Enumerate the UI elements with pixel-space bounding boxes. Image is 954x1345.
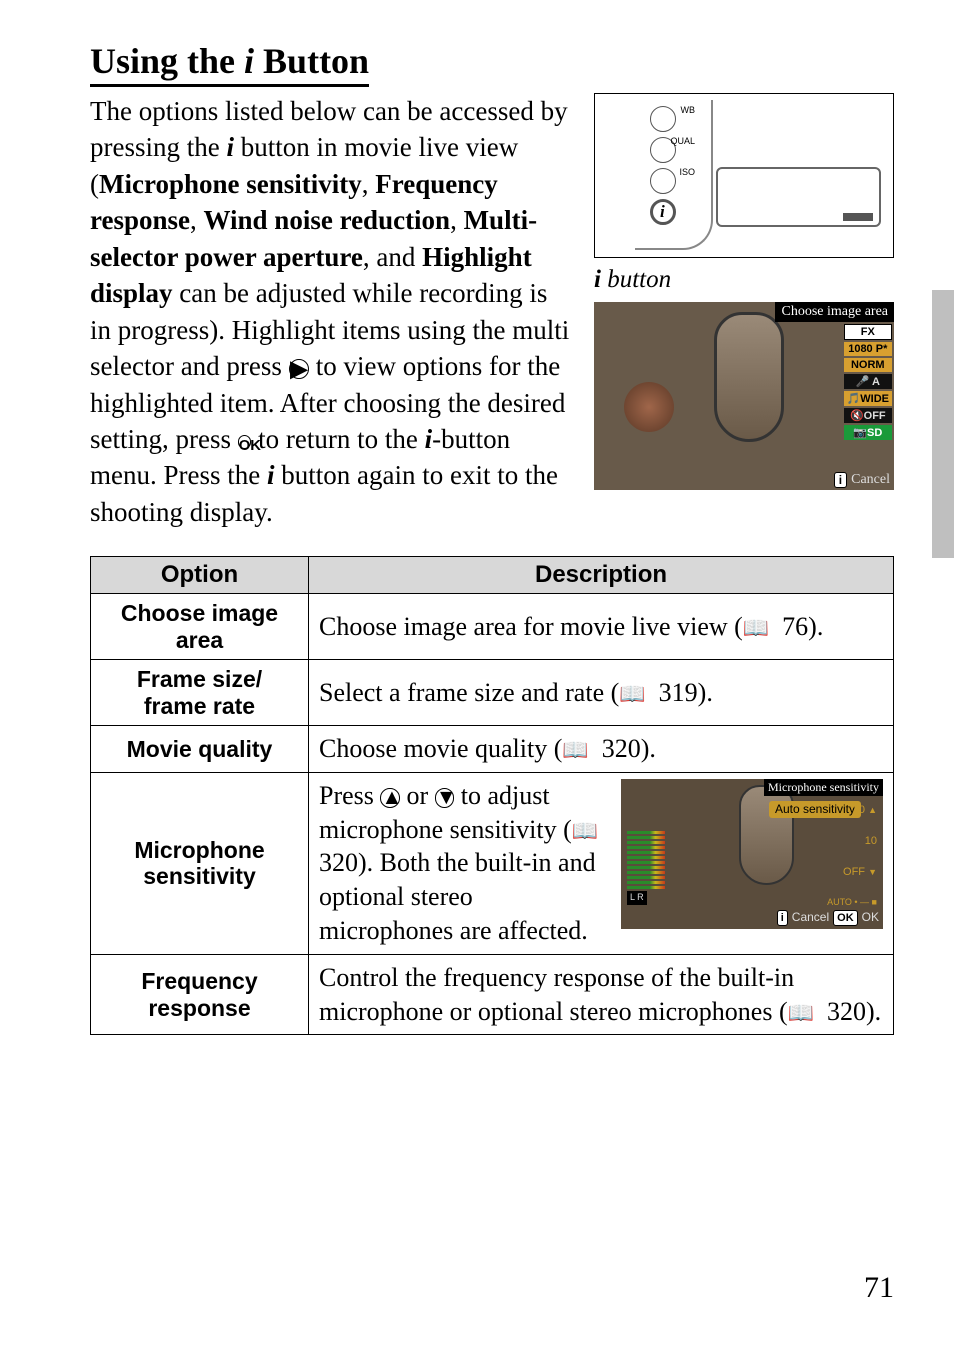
scoff: OFF (843, 866, 865, 878)
lcd-choose-area: Choose image area FX 1080 P* NORM 🎤 A 🎵W… (594, 302, 894, 490)
badge-wide: 🎵WIDE (844, 391, 892, 406)
options-table: Option Description Choose image area Cho… (90, 556, 894, 1035)
d2r: 320 (602, 734, 641, 763)
badge-fx: FX (844, 324, 892, 340)
d4r: 320 (827, 997, 866, 1026)
miclcd-cancel: Cancel (792, 910, 829, 926)
wb-button-icon: WB (650, 106, 676, 132)
sep2: , (190, 205, 204, 235)
i-button-icon: i (650, 199, 676, 225)
sep3: , (450, 205, 464, 235)
table-row: Frame size/frame rate Select a frame siz… (91, 660, 894, 726)
opt-choose-area: Choose image area (91, 594, 309, 660)
d0a: Choose image area for movie live view ( (319, 612, 743, 641)
sep1: , (362, 169, 376, 199)
sc10: 10 (865, 834, 877, 848)
page-number: 71 (864, 1271, 894, 1305)
opt-frame: Frame size/frame rate (91, 660, 309, 726)
d4b: ). (866, 997, 881, 1026)
table-row: Choose image area Choose image area for … (91, 594, 894, 660)
lcd1-i: i (834, 472, 847, 488)
bold-wind: Wind noise reduction (204, 205, 451, 235)
sep4: , and (363, 242, 422, 272)
miclcd-okbtn: OK (833, 910, 858, 926)
badge-1080: 1080 P* (844, 342, 892, 356)
intro-sym2: i (425, 424, 433, 454)
lcd1-title: Choose image area (775, 302, 894, 322)
d2a: Choose movie quality ( (319, 734, 562, 763)
opt-freq: Frequencyresponse (91, 954, 309, 1035)
miclcd-meter (627, 831, 665, 889)
intro-sym1: i (226, 132, 234, 162)
table-row: Movie quality Choose movie quality (📖 32… (91, 726, 894, 773)
d3c: ). Both the built-in and optional stereo… (319, 848, 596, 945)
miclcd-lr: L R (627, 891, 647, 905)
desc-frame: Select a frame size and rate (📖 319). (309, 660, 894, 726)
page-ref-icon: 📖 (572, 819, 599, 844)
iso-button-icon: ISO (650, 168, 676, 194)
table-row: Microphonesensitivity Press ▲ or ▼ to ad… (91, 772, 894, 954)
lcd-mic-sens: Microphone sensitivity Auto sensitivity … (621, 779, 883, 929)
d2b: ). (641, 734, 656, 763)
badge-mic: 🎤 A (844, 374, 892, 389)
intro-paragraph: The options listed below can be accessed… (90, 93, 570, 530)
d0b: ). (808, 612, 823, 641)
lcd1-badges: FX 1080 P* NORM 🎤 A 🎵WIDE 🔇OFF 📷SD (844, 324, 892, 440)
camera-diagram: WB QUAL ISO i (594, 93, 894, 258)
desc-mic: Press ▲ or ▼ to adjust microphone sensit… (309, 772, 894, 954)
th-desc: Description (309, 557, 894, 594)
th-option: Option (91, 557, 309, 594)
page-ref-icon: 📖 (743, 616, 782, 641)
d1a: Select a frame size and rate ( (319, 678, 619, 707)
d4a: Control the frequency response of the bu… (319, 963, 794, 1026)
qual-button-icon: QUAL (650, 137, 676, 163)
d1b: ). (698, 678, 713, 707)
wb-label: WB (681, 105, 696, 115)
scauto: AUTO (827, 897, 852, 907)
miclcd-ok: OK (862, 910, 879, 926)
miclcd-scale: 20 ▲ 10 OFF ▼ AUTO • — ■ (827, 803, 877, 909)
badge-off: 🔇OFF (844, 408, 892, 423)
d0r: 76 (782, 612, 808, 641)
page-tab (932, 290, 954, 558)
page-ref-icon: 📖 (562, 738, 601, 763)
iso-label: ISO (679, 167, 695, 177)
right-icon: ▶ (289, 359, 309, 379)
table-row: Frequencyresponse Control the frequency … (91, 954, 894, 1035)
sc20: 20 (853, 804, 865, 816)
page-ref-icon: 📖 (788, 1001, 827, 1026)
intro-t5: to return to the (251, 424, 424, 454)
badge-sd: 📷SD (844, 425, 892, 440)
opt-quality: Movie quality (91, 726, 309, 773)
heading-i-sym: i (244, 41, 254, 81)
up-icon: ▲ (380, 788, 400, 808)
miclcd-title: Microphone sensitivity (764, 779, 883, 797)
caption-sym: i (594, 266, 601, 293)
page-ref-icon: 📖 (619, 682, 658, 707)
camera-caption: i button (594, 266, 894, 294)
lcd1-cancel: Cancel (851, 472, 890, 488)
badge-norm: NORM (844, 358, 892, 372)
ok-icon: OK (238, 435, 252, 449)
heading-pre: Using the (90, 41, 244, 81)
d3r: 320 (319, 848, 358, 877)
d3m: or (400, 781, 435, 810)
intro-sym3: i (267, 460, 275, 490)
opt-mic: Microphonesensitivity (91, 772, 309, 954)
heading-post: Button (254, 41, 369, 81)
caption-text: button (601, 266, 671, 293)
down-icon: ▼ (435, 788, 455, 808)
qual-label: QUAL (670, 136, 695, 146)
desc-quality: Choose movie quality (📖 320). (309, 726, 894, 773)
heading: Using the i Button (90, 40, 369, 87)
desc-choose-area: Choose image area for movie live view (📖… (309, 594, 894, 660)
desc-freq: Control the frequency response of the bu… (309, 954, 894, 1035)
d1r: 319 (659, 678, 698, 707)
bold-mic-sens: Microphone sensitivity (99, 169, 362, 199)
d3a: Press (319, 781, 380, 810)
